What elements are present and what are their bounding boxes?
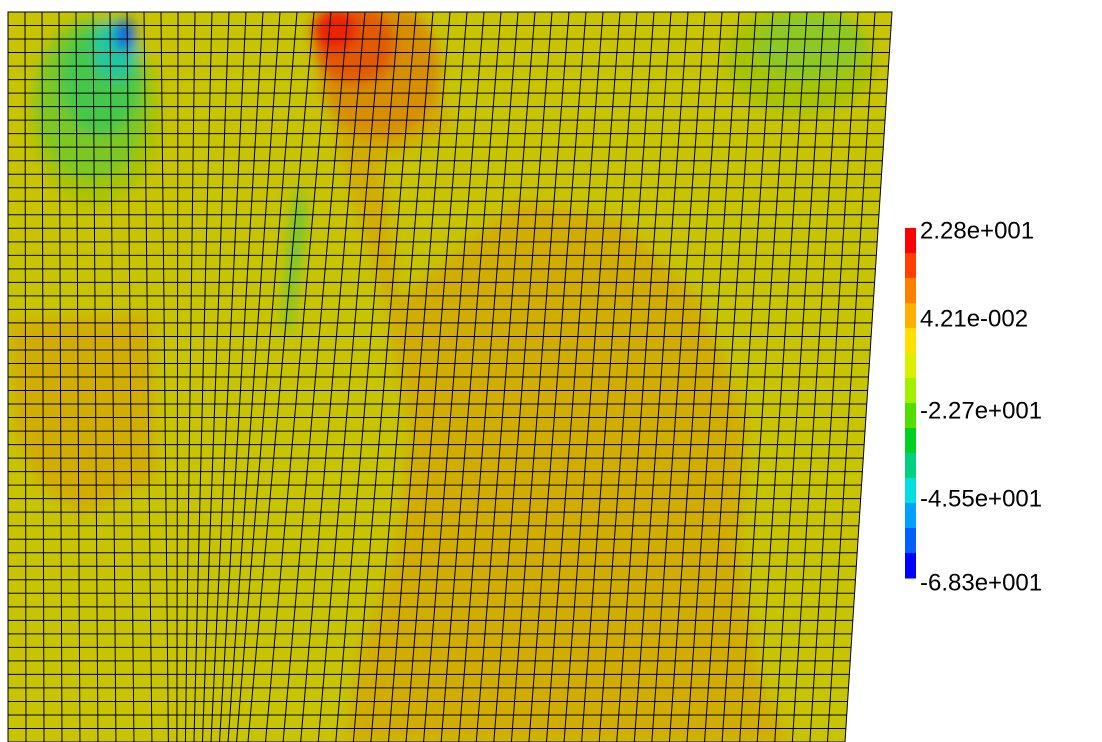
color-band (905, 353, 916, 379)
color-band (905, 553, 916, 579)
contour-field (0, 0, 900, 742)
legend-label: 4.21e-002 (920, 305, 1028, 332)
legend-labels: 2.28e+001 4.21e-002 -2.27e+001 -4.55e+001 -6… (920, 217, 1042, 596)
color-band (905, 478, 916, 504)
color-band (905, 453, 916, 479)
legend-label: -6.83e+001 (920, 569, 1042, 596)
color-band (905, 253, 916, 279)
color-band (905, 403, 916, 429)
color-band (905, 278, 916, 304)
color-bar (905, 228, 916, 579)
color-band (905, 328, 916, 354)
color-band (905, 428, 916, 454)
color-band (905, 378, 916, 404)
color-band (905, 528, 916, 554)
color-band (905, 303, 916, 329)
color-band (905, 228, 916, 254)
page: 2.28e+001 4.21e-002 -2.27e+001 -4.55e+001 -6… (0, 0, 1102, 742)
contour-view: 2.28e+001 4.21e-002 -2.27e+001 -4.55e+001 -6… (0, 0, 1102, 742)
legend-label: 2.28e+001 (920, 217, 1034, 244)
color-band (905, 503, 916, 529)
legend-label: -2.27e+001 (920, 397, 1042, 424)
legend-label: -4.55e+001 (920, 485, 1042, 512)
